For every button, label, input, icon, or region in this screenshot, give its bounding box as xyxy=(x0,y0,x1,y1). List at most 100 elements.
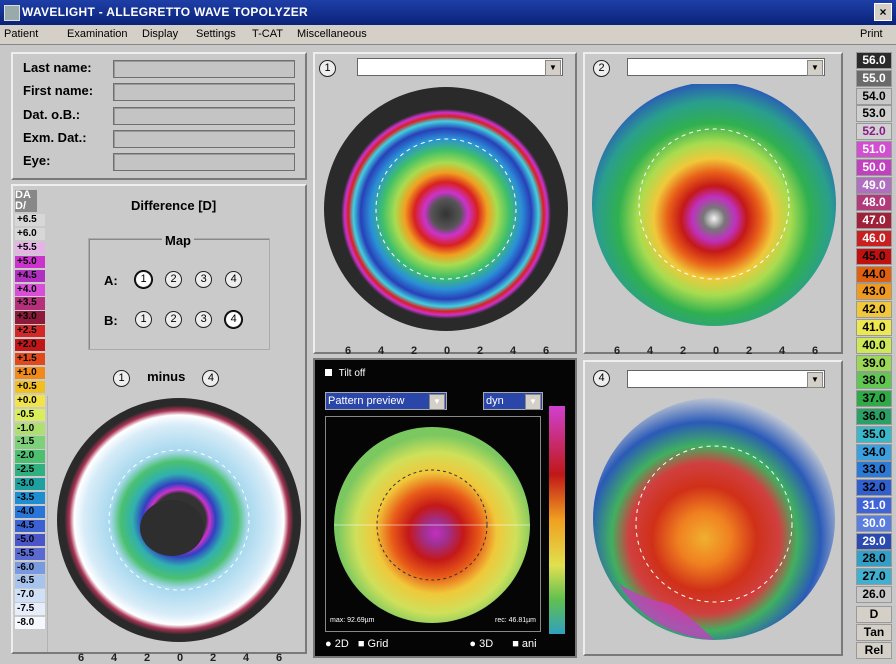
map-2-panel: 2 ▼ xyxy=(583,52,843,354)
map-1-dashed-ring xyxy=(375,138,517,280)
title-bar: WAVELIGHT - ALLEGRETTO WAVE TOPOLYZER × xyxy=(0,0,896,25)
menu-patient[interactable]: Patient xyxy=(4,28,39,40)
right-scale-item: 50.0 xyxy=(856,158,892,176)
row-a-label: A: xyxy=(104,273,118,288)
first-name-label: First name: xyxy=(23,83,94,98)
map-4-dashed-ring xyxy=(635,445,793,603)
patient-panel: Last name: First name: Dat. o.B.: Exm. D… xyxy=(11,52,307,180)
right-scale-item: 35.0 xyxy=(856,425,892,443)
row-b-label: B: xyxy=(104,313,118,328)
map-b-1-button[interactable]: 1 xyxy=(135,311,152,328)
diff-scale-item: +6.0 xyxy=(15,227,45,241)
map-1-topography[interactable] xyxy=(321,86,571,336)
map-2-topography[interactable] xyxy=(589,84,839,334)
map-a-3-button[interactable]: 3 xyxy=(195,271,213,288)
exam-date-field[interactable] xyxy=(113,130,295,148)
checkbox-grid[interactable]: ■ Grid xyxy=(357,638,389,650)
map-b-4-button[interactable]: 4 xyxy=(225,311,243,328)
radio-3d[interactable]: ● 3D xyxy=(469,638,494,650)
difference-panel: DA D/ +6.5 +6.0 +5.5 +5.0 +4.5 +4.0 +3.5 +3.0 +2… xyxy=(11,184,307,654)
map-b-3-button[interactable]: 3 xyxy=(195,311,213,328)
menu-settings[interactable]: Settings xyxy=(196,28,236,40)
diff-scale-item: -3.5 xyxy=(15,492,45,505)
diff-scale-item: -6.5 xyxy=(15,575,45,588)
right-scale-item: 48.0 xyxy=(856,194,892,212)
right-scale-item: 37.0 xyxy=(856,390,892,408)
menu-display[interactable]: Display xyxy=(142,28,179,40)
menu-print[interactable]: Print xyxy=(860,28,883,40)
option-ani-label: ani xyxy=(521,638,537,650)
tick: 4 xyxy=(647,345,654,357)
scale-tan-button[interactable]: Tan xyxy=(856,624,892,641)
map-a-buttons: 1 2 3 4 xyxy=(135,271,243,288)
diff-scale-item: +6.5 xyxy=(15,214,45,227)
close-button[interactable]: × xyxy=(874,3,892,21)
eye-field[interactable] xyxy=(113,153,295,171)
tick: 2 xyxy=(477,345,484,357)
map-2-dropdown[interactable]: ▼ xyxy=(627,58,825,76)
diff-scale-item: -1.0 xyxy=(15,422,45,435)
view-options: ● 2D ■ Grid ● 3D ■ ani xyxy=(325,638,565,650)
diff-scale-item: +4.0 xyxy=(15,283,45,296)
diff-scale-item: -4.0 xyxy=(15,505,45,519)
dyn-value: dyn xyxy=(486,395,504,407)
tick: 0 xyxy=(713,345,720,357)
right-scale-item: 32.0 xyxy=(856,479,892,497)
wavefront-dashed-ring xyxy=(376,469,488,581)
map-a-2-button[interactable]: 2 xyxy=(165,271,183,288)
checkbox-ani[interactable]: ■ ani xyxy=(512,638,537,650)
map-b-2-button[interactable]: 2 xyxy=(165,311,183,328)
last-name-field[interactable] xyxy=(113,60,295,78)
chevron-down-icon: ▼ xyxy=(807,60,823,76)
diff-scale-item: -2.0 xyxy=(15,450,45,463)
right-scale-item: 49.0 xyxy=(856,176,892,194)
rec-readout: rec: 46.81µm xyxy=(495,617,536,624)
tick: 4 xyxy=(111,652,118,664)
right-scale-item: 30.0 xyxy=(856,514,892,532)
map-a-1-button[interactable]: 1 xyxy=(135,271,152,288)
map-1-dropdown[interactable]: ▼ xyxy=(357,58,563,76)
map-4-dropdown[interactable]: ▼ xyxy=(627,370,825,388)
diff-badge-top[interactable]: DA xyxy=(15,190,37,201)
right-scale-item: 56.0 xyxy=(856,52,892,69)
diff-scale-item: +0.0 xyxy=(15,394,45,407)
scale-d-button[interactable]: D xyxy=(856,606,892,623)
tick: 6 xyxy=(614,345,621,357)
difference-center-blob xyxy=(140,500,204,556)
radio-2d[interactable]: ● 2D xyxy=(325,638,349,650)
difference-map[interactable] xyxy=(47,396,309,652)
menu-bar: Patient Examination Display Settings T-C… xyxy=(0,25,896,45)
dyn-dropdown[interactable]: dyn ▼ xyxy=(483,392,543,410)
diff-scale-item: +2.0 xyxy=(15,339,45,352)
diff-scale-item: -7.5 xyxy=(15,603,45,616)
wavefront-panel: Tilt off Pattern preview ▼ dyn ▼ xyxy=(313,358,577,658)
tick: 2 xyxy=(411,345,418,357)
first-name-field[interactable] xyxy=(113,83,295,101)
tick: 0 xyxy=(177,652,184,664)
birthdate-field[interactable] xyxy=(113,107,295,125)
wavefront-plot[interactable] xyxy=(326,417,538,629)
menu-tcat[interactable]: T-CAT xyxy=(252,28,283,40)
diff-scale-item: -8.0 xyxy=(15,617,45,630)
map-a-4-button[interactable]: 4 xyxy=(225,271,243,288)
map-b-buttons: 1 2 3 4 xyxy=(135,311,243,328)
diff-scale-item: -3.0 xyxy=(15,478,45,491)
difference-dashed-ring xyxy=(108,449,250,591)
right-scale-item: 51.0 xyxy=(856,141,892,158)
minus-word: minus xyxy=(147,369,186,384)
pattern-dropdown[interactable]: Pattern preview ▼ xyxy=(325,392,447,410)
right-scale-item: 53.0 xyxy=(856,105,892,123)
tilt-toggle[interactable]: Tilt off xyxy=(325,368,365,379)
menu-examination[interactable]: Examination xyxy=(67,28,128,40)
exam-date-label: Exm. Dat.: xyxy=(23,130,87,145)
scale-rel-button[interactable]: Rel xyxy=(856,642,892,659)
map-4-topography[interactable] xyxy=(589,394,839,644)
diff-scale-item: -1.5 xyxy=(15,436,45,449)
map-2-dashed-ring xyxy=(638,128,790,280)
difference-scale: DA D/ +6.5 +6.0 +5.5 +5.0 +4.5 +4.0 +3.5 +3.0 +2… xyxy=(15,190,45,630)
menu-miscellaneous[interactable]: Miscellaneous xyxy=(297,28,367,40)
diff-scale-item: +4.5 xyxy=(15,269,45,282)
diff-badge-bottom[interactable]: D/ xyxy=(15,201,37,212)
tick: 2 xyxy=(746,345,753,357)
option-3d-label: 3D xyxy=(479,638,494,650)
